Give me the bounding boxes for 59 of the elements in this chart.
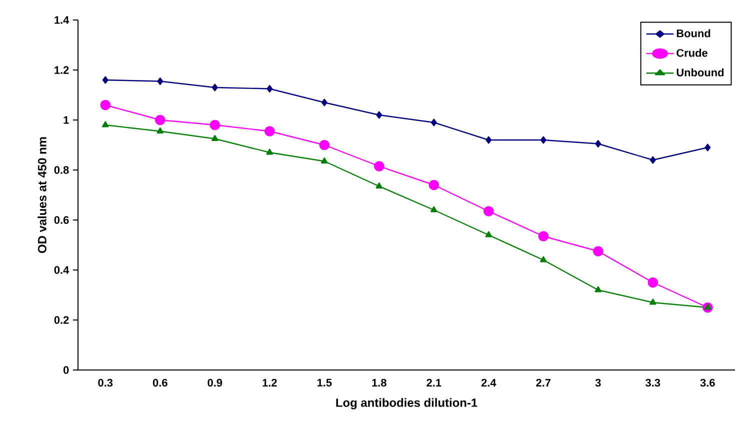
y-tick-label: 0.8 <box>54 166 69 174</box>
point <box>266 84 273 93</box>
x-tick-label: 0.3 <box>98 378 113 387</box>
point <box>592 246 604 256</box>
x-tick-label: 0.9 <box>208 378 222 387</box>
point <box>154 114 166 126</box>
y-axis-title: OD values at 450 nm <box>38 137 46 253</box>
point <box>485 231 492 238</box>
point <box>538 231 549 242</box>
point <box>102 76 108 84</box>
point <box>156 127 164 134</box>
point <box>212 84 218 92</box>
point <box>102 121 109 128</box>
x-axis-title: Log antibodies dilution-1 <box>336 398 478 410</box>
point <box>650 298 656 305</box>
point <box>648 277 658 288</box>
point <box>486 136 492 144</box>
legend-label: Crude <box>676 48 708 57</box>
x-tick-label: 0.6 <box>152 378 168 387</box>
point <box>321 98 328 106</box>
legend-label: Bound <box>676 29 710 38</box>
point <box>595 140 602 148</box>
point <box>100 100 111 110</box>
point <box>704 144 711 152</box>
x-tick-label: 2.1 <box>426 378 442 387</box>
y-tick-label: 1 <box>64 116 69 124</box>
y-tick-label: 0 <box>63 366 69 374</box>
point <box>376 182 382 188</box>
x-tick-label: 2.4 <box>481 378 496 387</box>
point <box>157 77 164 86</box>
x-tick-label: 3.6 <box>700 378 715 387</box>
point <box>428 180 440 190</box>
point <box>321 157 328 164</box>
point <box>430 206 438 212</box>
x-tick-label: 1.5 <box>317 378 332 386</box>
point <box>594 286 602 292</box>
point <box>483 206 494 216</box>
y-tick-label: 0.6 <box>54 216 69 224</box>
y-tick-label: 0.4 <box>54 266 70 274</box>
x-tick-label: 3.3 <box>646 378 660 387</box>
y-tick-label: 1.2 <box>54 66 69 74</box>
point <box>319 140 330 150</box>
point <box>650 156 656 164</box>
point <box>210 120 220 130</box>
point <box>266 148 273 155</box>
point <box>540 256 547 262</box>
point <box>376 111 382 119</box>
point <box>212 134 218 141</box>
point <box>430 118 437 126</box>
point <box>540 136 546 144</box>
point <box>374 161 384 172</box>
y-tick-label: 1.4 <box>54 16 70 24</box>
point <box>264 126 275 136</box>
x-tick-label: 3 <box>595 378 601 387</box>
x-tick-label: 1.8 <box>372 378 386 387</box>
y-tick-label: 0.2 <box>54 316 69 324</box>
x-tick-label: 2.7 <box>536 378 551 387</box>
x-tick-label: 1.2 <box>262 378 277 387</box>
legend-label: Unbound <box>676 68 724 76</box>
